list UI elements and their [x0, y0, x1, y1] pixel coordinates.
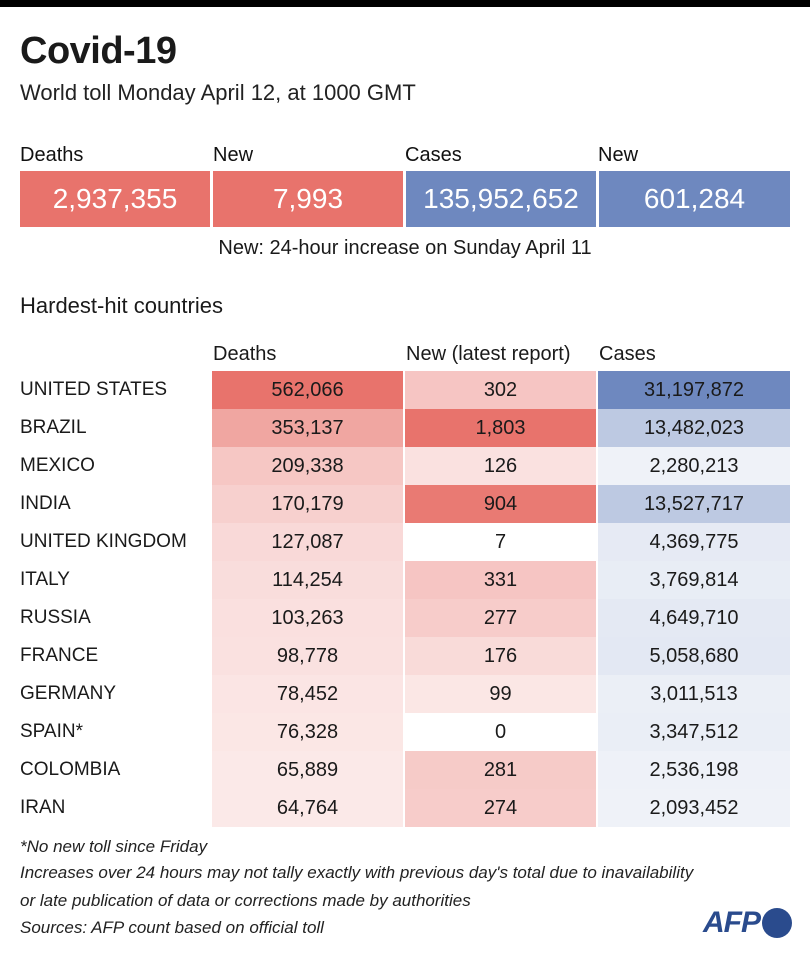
world-new-deaths-value: 7,993 [213, 171, 403, 227]
deaths-cell: 98,778 [212, 637, 403, 675]
new-cell: 1,803 [405, 409, 596, 447]
country-name: SPAIN* [20, 721, 84, 742]
afp-logo: AFP [703, 906, 792, 940]
country-name: IRAN [20, 797, 66, 818]
deaths-cell: 76,328 [212, 713, 403, 751]
cases-cell: 2,093,452 [598, 789, 790, 827]
table-row: COLOMBIA 65,889 281 2,536,198 [0, 751, 810, 789]
section-title: Hardest-hit countries [20, 293, 223, 318]
world-new-cases-value: 601,284 [599, 171, 790, 227]
deaths-cell: 114,254 [212, 561, 403, 599]
new-cell: 331 [405, 561, 596, 599]
cases-cell: 3,011,513 [598, 675, 790, 713]
world-deaths-value: 2,937,355 [20, 171, 210, 227]
table-row: UNITED KINGDOM 127,087 7 4,369,775 [0, 523, 810, 561]
country-name: COLOMBIA [20, 759, 121, 780]
cases-cell: 3,347,512 [598, 713, 790, 751]
country-name: UNITED KINGDOM [20, 531, 187, 552]
table-row: INDIA 170,179 904 13,527,717 [0, 485, 810, 523]
world-cases-value: 135,952,652 [406, 171, 596, 227]
table-row: BRAZIL 353,137 1,803 13,482,023 [0, 409, 810, 447]
world-deaths-label: Deaths [20, 144, 84, 166]
world-cases-label: Cases [405, 144, 462, 166]
new-cell: 277 [405, 599, 596, 637]
cases-cell: 4,369,775 [598, 523, 790, 561]
footnote-increases-cont: or late publication of data or correctio… [20, 891, 471, 910]
world-note: New: 24-hour increase on Sunday April 11 [218, 237, 592, 259]
afp-logo-dot-icon [762, 908, 792, 938]
deaths-cell: 127,087 [212, 523, 403, 561]
new-cell: 176 [405, 637, 596, 675]
cases-cell: 31,197,872 [598, 371, 790, 409]
new-cell: 99 [405, 675, 596, 713]
column-header-cases: Cases [599, 343, 656, 365]
deaths-cell: 209,338 [212, 447, 403, 485]
table-row: GERMANY 78,452 99 3,011,513 [0, 675, 810, 713]
footnote-spain: *No new toll since Friday [20, 837, 208, 856]
country-name: UNITED STATES [20, 379, 168, 400]
countries-table: UNITED STATES 562,066 302 31,197,872 BRAZIL 3… [0, 371, 810, 827]
deaths-cell: 562,066 [212, 371, 403, 409]
cases-cell: 13,482,023 [598, 409, 790, 447]
page-title: Covid-19 [20, 30, 177, 72]
table-row: FRANCE 98,778 176 5,058,680 [0, 637, 810, 675]
new-cell: 126 [405, 447, 596, 485]
cases-cell: 5,058,680 [598, 637, 790, 675]
table-row: RUSSIA 103,263 277 4,649,710 [0, 599, 810, 637]
table-row: IRAN 64,764 274 2,093,452 [0, 789, 810, 827]
country-name: FRANCE [20, 645, 99, 666]
table-row: UNITED STATES 562,066 302 31,197,872 [0, 371, 810, 409]
page-subtitle: World toll Monday April 12, at 1000 GMT [20, 80, 416, 105]
country-name: RUSSIA [20, 607, 91, 628]
country-name: MEXICO [20, 455, 95, 476]
footnote-increases: Increases over 24 hours may not tally ex… [20, 863, 694, 882]
deaths-cell: 353,137 [212, 409, 403, 447]
afp-logo-text: AFP [703, 906, 761, 939]
table-row: MEXICO 209,338 126 2,280,213 [0, 447, 810, 485]
deaths-cell: 170,179 [212, 485, 403, 523]
new-cell: 7 [405, 523, 596, 561]
top-rule [0, 0, 810, 7]
column-header-deaths: Deaths [213, 343, 277, 365]
footnote-sources: Sources: AFP count based on official tol… [20, 918, 324, 937]
cases-cell: 13,527,717 [598, 485, 790, 523]
column-header-new: New (latest report) [406, 343, 571, 365]
world-new-deaths-label: New [213, 144, 254, 166]
country-name: GERMANY [20, 683, 117, 704]
country-name: BRAZIL [20, 417, 87, 438]
table-row: ITALY 114,254 331 3,769,814 [0, 561, 810, 599]
deaths-cell: 65,889 [212, 751, 403, 789]
new-cell: 0 [405, 713, 596, 751]
new-cell: 274 [405, 789, 596, 827]
cases-cell: 4,649,710 [598, 599, 790, 637]
deaths-cell: 78,452 [212, 675, 403, 713]
country-name: INDIA [20, 493, 71, 514]
cases-cell: 3,769,814 [598, 561, 790, 599]
table-row: SPAIN* 76,328 0 3,347,512 [0, 713, 810, 751]
cases-cell: 2,280,213 [598, 447, 790, 485]
country-name: ITALY [20, 569, 70, 590]
new-cell: 281 [405, 751, 596, 789]
new-cell: 904 [405, 485, 596, 523]
new-cell: 302 [405, 371, 596, 409]
deaths-cell: 64,764 [212, 789, 403, 827]
world-new-cases-label: New [598, 144, 639, 166]
cases-cell: 2,536,198 [598, 751, 790, 789]
deaths-cell: 103,263 [212, 599, 403, 637]
